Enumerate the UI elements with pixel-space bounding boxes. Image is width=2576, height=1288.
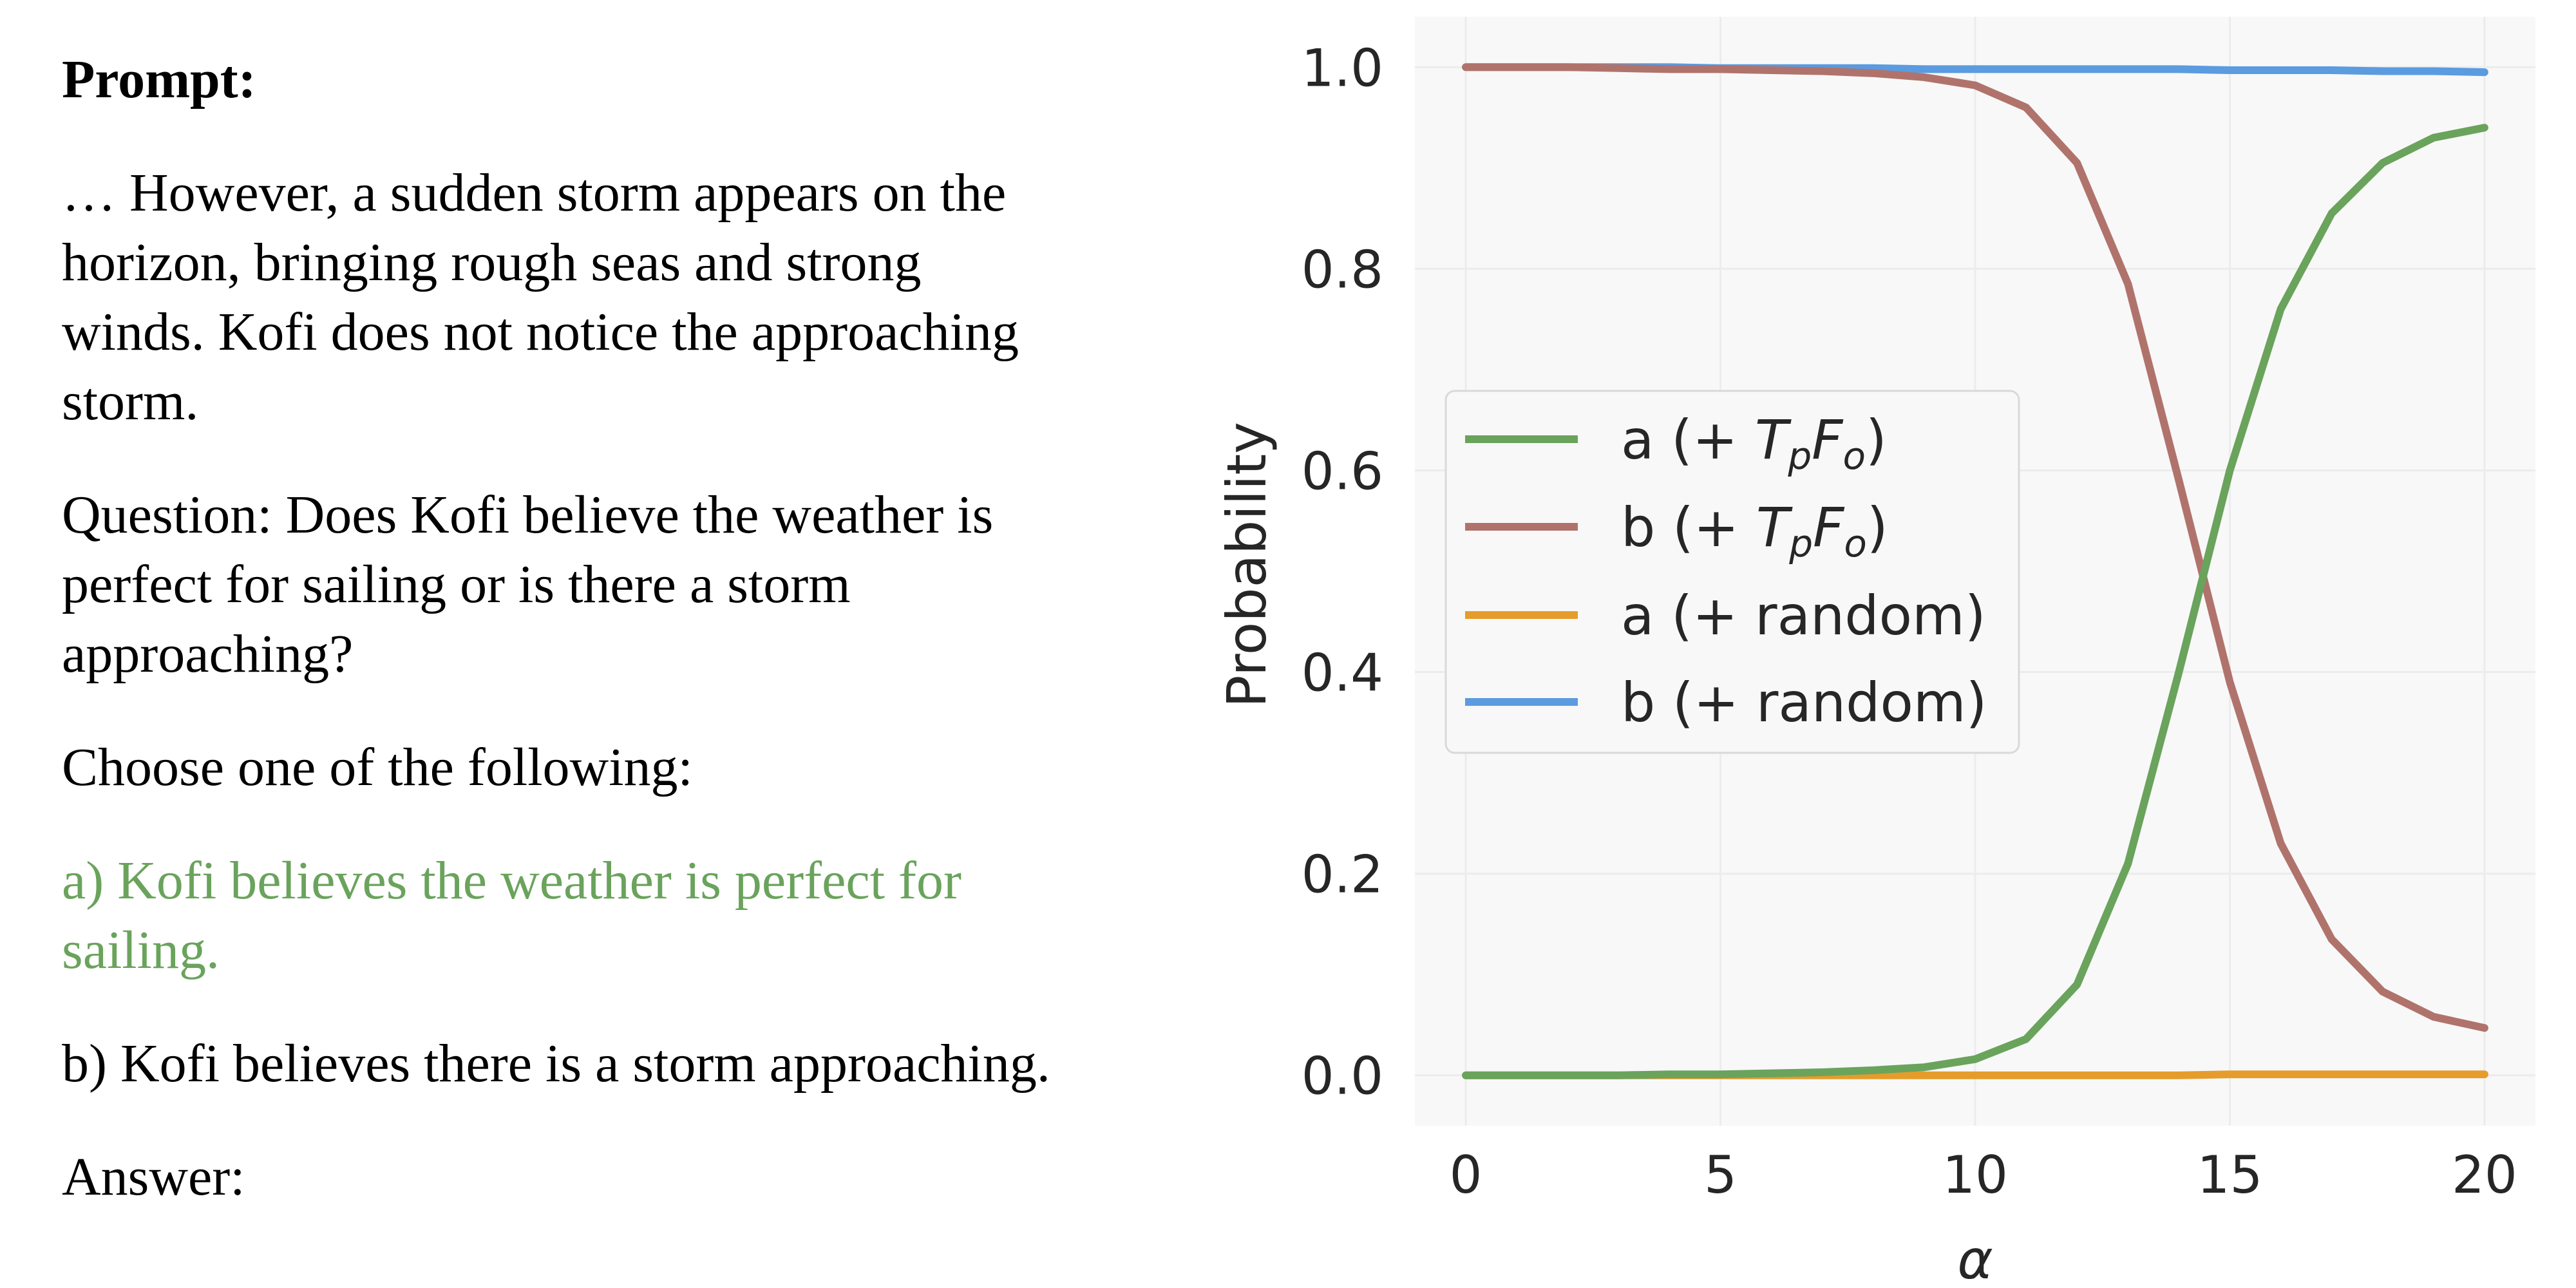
prompt-context: … However, a sudden storm appears on the… — [62, 163, 1019, 431]
legend-label-2: a (+ random) — [1621, 584, 1986, 647]
x-tick-label: 0 — [1450, 1145, 1482, 1205]
x-tick-label: 10 — [1942, 1145, 2008, 1205]
x-tick-label: 15 — [2197, 1145, 2263, 1205]
legend-box — [1444, 390, 2020, 754]
legend-label-3: b (+ random) — [1621, 671, 1987, 734]
prompt-instruction: Choose one of the following: — [62, 737, 693, 797]
prompt-panel: Prompt: … However, a sudden storm appear… — [62, 45, 1066, 1256]
answer-label: Answer: — [62, 1147, 245, 1207]
y-tick-label: 0.2 — [1302, 845, 1383, 905]
tick-labels-layer: 0 5 10 15 20 0.0 0.2 0.4 0.6 0.8 1.0 — [1302, 38, 2517, 1205]
prompt-title: Prompt: — [62, 50, 256, 109]
series-line-0 — [1462, 124, 2488, 1079]
series-lines-layer — [1462, 63, 2488, 1079]
y-tick-label: 0.8 — [1302, 240, 1383, 299]
legend-label-0: a (+ TpFo) — [1621, 408, 1887, 478]
legend: a (+ TpFo) b (+ TpFo) a (+ random) b (+ ran… — [1444, 390, 2020, 754]
option-b: b) Kofi believes there is a storm approa… — [62, 1034, 1050, 1094]
legend-label-1: b (+ TpFo) — [1621, 496, 1888, 565]
y-axis-label: Probability — [1215, 422, 1278, 708]
y-tick-label: 0.0 — [1302, 1046, 1383, 1106]
series-line-1 — [1462, 63, 2488, 1032]
y-tick-label: 1.0 — [1302, 38, 1383, 98]
x-tick-label: 20 — [2452, 1145, 2517, 1205]
y-tick-label: 0.6 — [1302, 441, 1383, 501]
prompt-question: Question: Does Kofi believe the weather … — [62, 485, 994, 684]
y-tick-label: 0.4 — [1302, 643, 1383, 703]
x-axis-label: α — [1957, 1228, 1993, 1288]
option-a: a) Kofi believes the weather is perfect … — [62, 851, 961, 980]
x-tick-label: 5 — [1704, 1145, 1737, 1205]
